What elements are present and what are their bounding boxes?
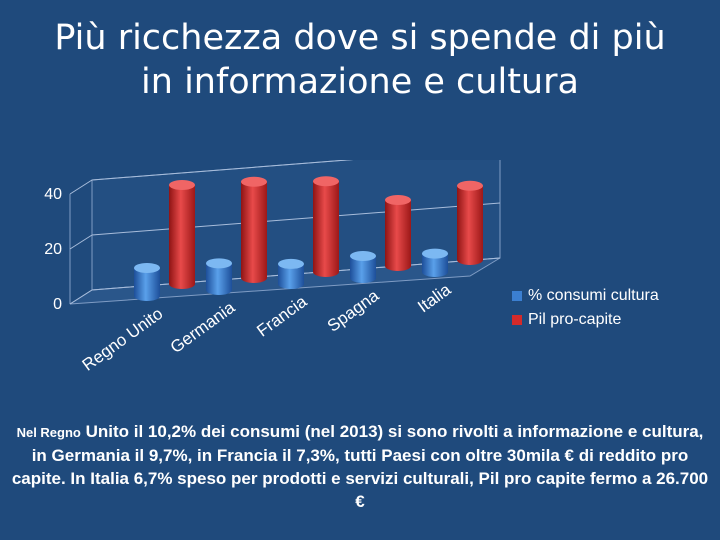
legend-label-pil: Pil pro-capite [528,311,622,328]
caption-prefix: Nel Regno [16,425,81,440]
bar-pil-top [385,195,411,205]
y-tick-label: 0 [53,296,62,313]
y-tick-label: 40 [44,186,62,203]
bar-pil-top [313,176,339,187]
bar-culture-top [422,248,448,259]
gridline [91,202,501,236]
caption-text: Unito il 10,2% dei consumi (nel 2013) si… [11,422,709,511]
bar-pil-top [169,180,195,190]
legend-swatch-pil [512,315,522,325]
bar-pil [385,200,411,266]
bar-culture-top [350,251,376,261]
x-tick-label: Regno Unito [79,304,167,375]
bar-pil [169,185,195,284]
bar-pil [313,181,339,272]
gridline-side [69,179,93,195]
bar-culture-top [206,258,232,269]
bar-culture-top [278,258,304,269]
y-tick-label: 20 [44,241,62,258]
bar-culture [422,253,448,272]
bar-pil-top [241,176,267,187]
slide-title: Più ricchezza dove si spende di più in i… [20,16,700,104]
bar-pil-top [457,180,483,191]
gridline [91,160,354,181]
title-line-2: in informazione e cultura [141,62,579,102]
bar-culture [350,256,376,278]
legend-item-culture: % consumi cultura [512,284,659,308]
bar-chart: 0 20 40 Regno Unito Germania Francia Spagna Ita… [44,160,501,375]
bar-pil [241,181,267,278]
slide-caption: Nel Regno Unito il 10,2% dei consumi (ne… [8,420,712,513]
legend-label-culture: % consumi cultura [528,287,659,304]
legend-swatch-culture [512,291,522,301]
x-tick-label: Germania [167,298,239,358]
legend-item-pil: Pil pro-capite [512,308,659,332]
bar-pil [457,185,483,260]
bar-culture [278,263,304,284]
bar-culture-top [134,262,160,273]
chart-legend: % consumi cultura Pil pro-capite [512,284,659,332]
x-tick-label: Italia [414,280,455,317]
x-tick-label: Francia [253,292,310,341]
gridline-side [69,289,93,305]
x-tick-label: Spagna [324,286,383,336]
gridline-side [69,234,93,250]
title-line-1: Più ricchezza dove si spende di più [54,18,666,58]
